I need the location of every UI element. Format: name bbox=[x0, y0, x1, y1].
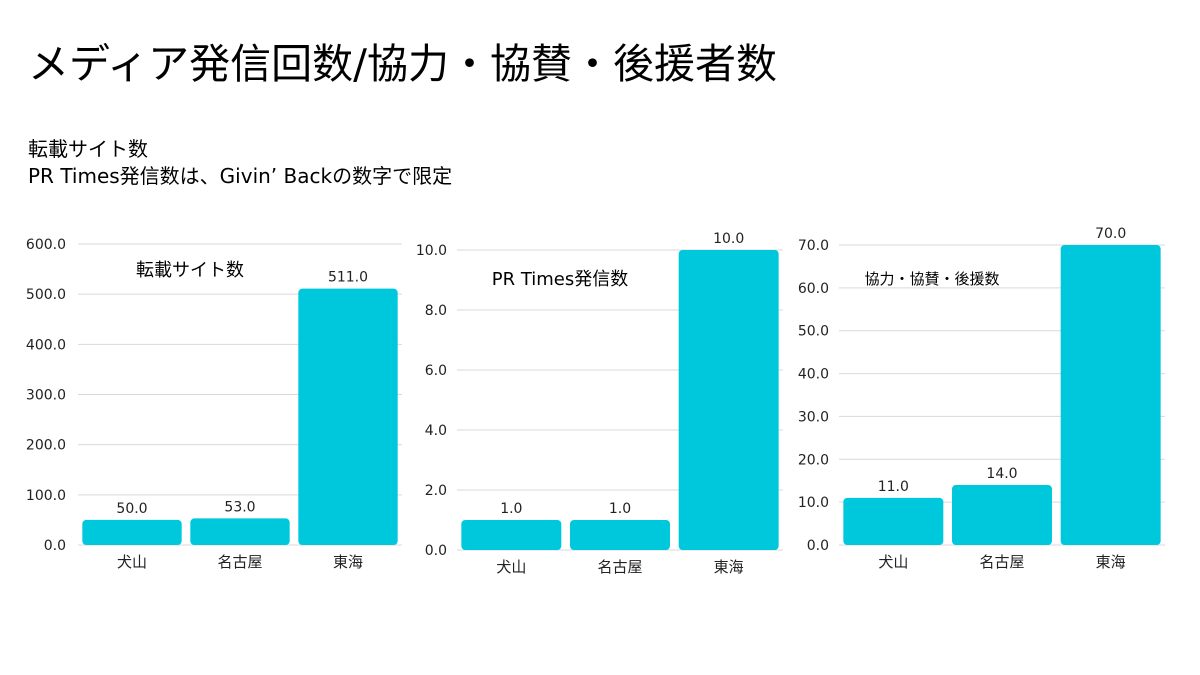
y-tick-label: 10.0 bbox=[416, 243, 447, 259]
data-label: 53.0 bbox=[224, 499, 255, 515]
y-tick-label: 200.0 bbox=[26, 438, 66, 454]
category-label: 東海 bbox=[333, 553, 363, 571]
y-tick-label: 10.0 bbox=[798, 495, 829, 511]
data-label: 1.0 bbox=[500, 501, 522, 517]
data-label: 70.0 bbox=[1095, 226, 1126, 242]
y-tick-label: 4.0 bbox=[425, 423, 447, 439]
subtitle-line-1: 転載サイト数 bbox=[28, 137, 148, 161]
y-tick-label: 40.0 bbox=[798, 367, 829, 383]
bar-0 bbox=[82, 519, 182, 545]
y-tick-label: 500.0 bbox=[26, 287, 66, 303]
chart-reprint-sites: 0.0 100.0 200.0 300.0 400.0 500.0 600.0 50.0 犬山 5… bbox=[26, 237, 402, 571]
page-title: メディア発信回数/協力・協賛・後援者数 bbox=[28, 40, 777, 88]
chart-title: 転載サイト数 bbox=[136, 260, 244, 281]
y-tick-label: 0.0 bbox=[425, 543, 447, 559]
y-tick-label: 20.0 bbox=[798, 452, 829, 468]
data-label: 511.0 bbox=[328, 270, 368, 286]
y-tick-label: 600.0 bbox=[26, 237, 66, 253]
category-label: 東海 bbox=[714, 558, 744, 576]
y-tick-label: 2.0 bbox=[425, 483, 447, 499]
bar-2 bbox=[1060, 245, 1161, 545]
y-tick-label: 50.0 bbox=[798, 324, 829, 340]
y-tick-label: 400.0 bbox=[26, 337, 66, 353]
category-label: 名古屋 bbox=[979, 553, 1024, 571]
category-label: 犬山 bbox=[878, 553, 908, 571]
subtitle-line-2: PR Times発信数は、Givin’ Backの数字で限定 bbox=[28, 164, 453, 188]
category-label: 犬山 bbox=[496, 558, 526, 576]
y-tick-label: 8.0 bbox=[425, 303, 447, 319]
category-label: 犬山 bbox=[117, 553, 147, 571]
y-tick-label: 60.0 bbox=[798, 281, 829, 297]
chart-prtimes-posts: 0.0 2.0 4.0 6.0 8.0 10.0 1.0 犬山 1.0 名古屋 10.0 東海 PR T… bbox=[416, 231, 783, 576]
chart-title: PR Times発信数 bbox=[492, 269, 629, 290]
data-label: 10.0 bbox=[713, 231, 744, 247]
y-tick-label: 0.0 bbox=[44, 538, 66, 554]
bar-1 bbox=[570, 520, 670, 550]
chart-cooperation-count: 0.0 10.0 20.0 30.0 40.0 50.0 60.0 70.0 11.0 犬山 14.… bbox=[798, 226, 1165, 571]
data-label: 50.0 bbox=[116, 501, 147, 517]
chart-title: 協力・協賛・後援数 bbox=[864, 270, 999, 288]
data-label: 11.0 bbox=[878, 479, 909, 495]
category-label: 名古屋 bbox=[217, 553, 262, 571]
bar-1 bbox=[190, 518, 290, 545]
y-tick-label: 6.0 bbox=[425, 363, 447, 379]
bar-0 bbox=[461, 520, 562, 550]
category-label: 東海 bbox=[1096, 553, 1126, 571]
y-tick-label: 30.0 bbox=[798, 409, 829, 425]
bar-0 bbox=[843, 497, 944, 545]
bar-2 bbox=[298, 288, 398, 545]
data-label: 1.0 bbox=[609, 501, 631, 517]
bar-1 bbox=[952, 485, 1052, 545]
category-label: 名古屋 bbox=[597, 558, 642, 576]
y-tick-label: 0.0 bbox=[807, 538, 829, 554]
bar-2 bbox=[678, 250, 779, 550]
y-tick-label: 70.0 bbox=[798, 238, 829, 254]
y-tick-label: 300.0 bbox=[26, 388, 66, 404]
y-tick-label: 100.0 bbox=[26, 488, 66, 504]
data-label: 14.0 bbox=[986, 466, 1017, 482]
